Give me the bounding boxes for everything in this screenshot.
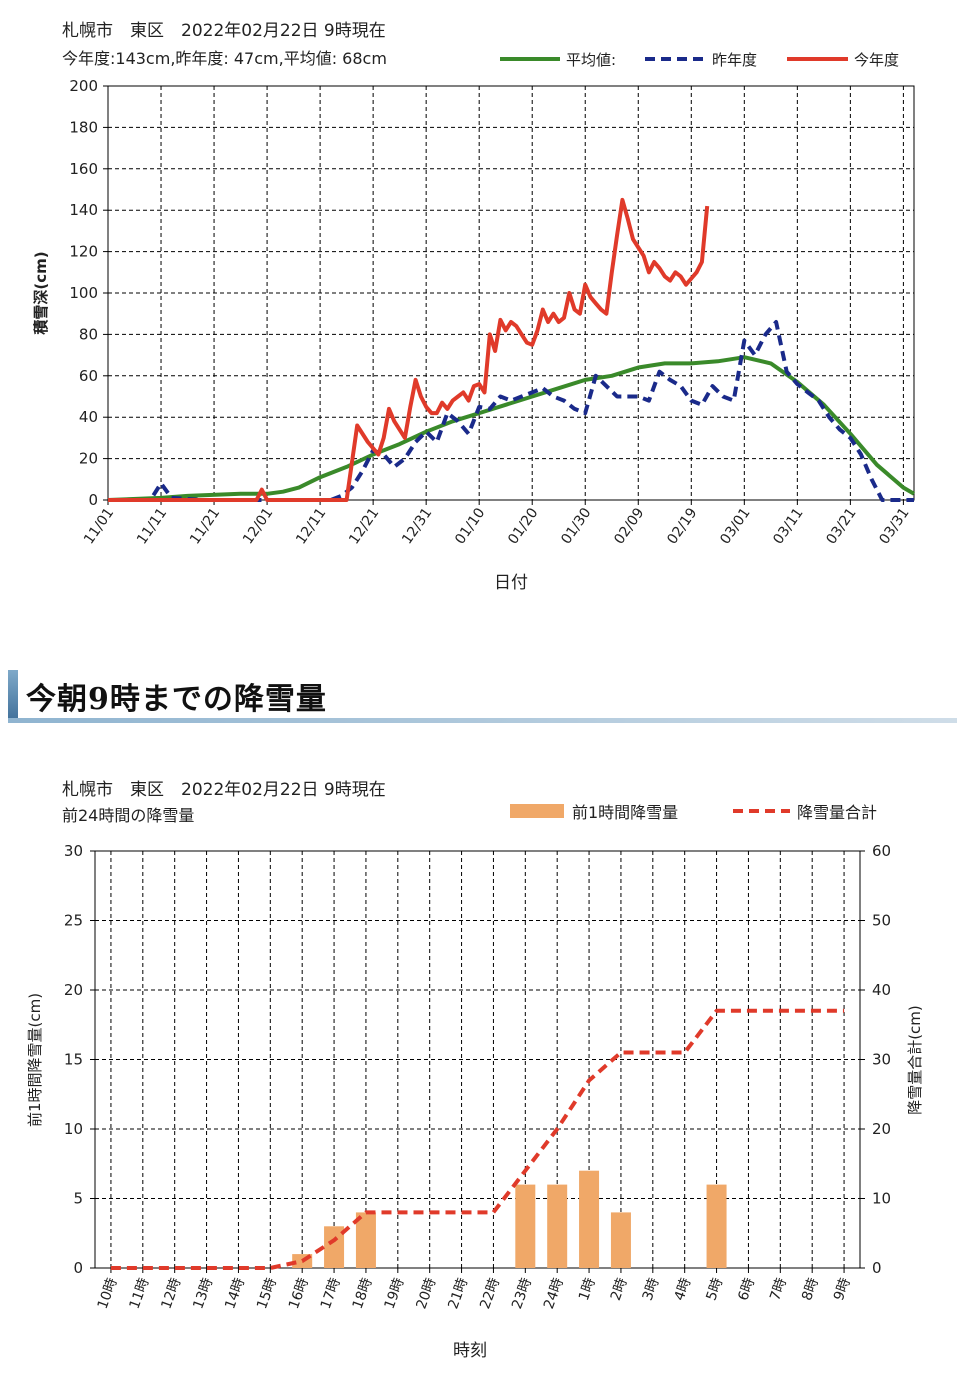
chart-title: 札幌市 東区 2022年02月22日 9時現在 xyxy=(62,21,386,41)
x-tick-label: 12/21 xyxy=(346,505,382,547)
x-tick-label: 01/30 xyxy=(558,505,594,547)
x-tick-label: 23時 xyxy=(509,1276,535,1311)
y-tick-label: 100 xyxy=(69,284,98,302)
x-tick-label: 02/19 xyxy=(664,505,700,547)
x-tick-label: 12時 xyxy=(159,1276,185,1311)
bar xyxy=(547,1184,568,1268)
x-tick-label: 11/01 xyxy=(81,505,117,547)
y-tick-label: 15 xyxy=(64,1051,83,1069)
y2-tick-label: 50 xyxy=(872,912,891,930)
x-tick-label: 24時 xyxy=(541,1276,567,1311)
bar xyxy=(706,1184,727,1268)
chart-subtitle: 今年度:143cm,昨年度: 47cm,平均値: 68cm xyxy=(62,49,387,68)
legend-label-0: 平均値: xyxy=(566,51,616,69)
x-tick-label: 19時 xyxy=(382,1276,408,1311)
bar xyxy=(355,1212,376,1268)
y-axis-label: 積雪深(cm) xyxy=(32,251,50,335)
chart-subtitle: 前24時間の降雪量 xyxy=(62,806,194,825)
x-tick-label: 03/31 xyxy=(876,505,912,547)
y2-tick-label: 10 xyxy=(872,1190,891,1208)
x-tick-label: 11/11 xyxy=(134,505,170,547)
x-tick-label: 21時 xyxy=(445,1276,471,1311)
y-tick-label: 30 xyxy=(64,842,83,860)
section-heading: 今朝9時までの降雪量 xyxy=(8,664,957,723)
x-tick-label: 3時 xyxy=(640,1276,663,1303)
legend-label-2: 今年度 xyxy=(854,51,899,69)
y-axis-label: 前1時間降雪量(cm) xyxy=(26,993,44,1127)
x-tick-label: 16時 xyxy=(286,1276,312,1311)
x-tick-label: 8時 xyxy=(799,1276,822,1303)
y-tick-label: 25 xyxy=(64,912,83,930)
y-tick-label: 5 xyxy=(73,1190,83,1208)
y-tick-label: 80 xyxy=(79,325,98,343)
y-tick-label: 10 xyxy=(64,1120,83,1138)
x-axis-label: 日付 xyxy=(494,573,528,593)
y-tick-label: 200 xyxy=(69,77,98,95)
series-line-2 xyxy=(108,197,710,502)
bar xyxy=(610,1212,631,1268)
y-tick-label: 160 xyxy=(69,160,98,178)
y-tick-label: 20 xyxy=(64,981,83,999)
x-tick-label: 15時 xyxy=(254,1276,280,1311)
chart-title: 札幌市 東区 2022年02月22日 9時現在 xyxy=(62,780,386,800)
x-tick-label: 03/01 xyxy=(717,505,753,547)
x-tick-label: 4時 xyxy=(672,1276,695,1303)
snowfall-chart: 0 5 10 15 20 25 30 0 10 20 30 40 50 60 10時 11時 12時 13時 14時… xyxy=(26,780,924,1361)
x-tick-label: 18時 xyxy=(350,1276,376,1311)
section-heading-text: 今朝9時までの降雪量 xyxy=(26,682,327,717)
y-tick-label: 0 xyxy=(88,491,98,509)
heading-underline xyxy=(8,718,957,723)
bar xyxy=(515,1184,536,1268)
x-tick-label: 20時 xyxy=(414,1276,440,1311)
legend-swatch-bar xyxy=(510,804,564,818)
y-tick-label: 20 xyxy=(79,450,98,468)
y-tick-label: 140 xyxy=(69,201,98,219)
y2-tick-label: 20 xyxy=(872,1120,891,1138)
x-tick-label: 01/20 xyxy=(505,505,541,547)
legend-label-1: 昨年度 xyxy=(712,51,757,69)
x-tick-label: 12/01 xyxy=(240,505,276,547)
bar xyxy=(324,1226,345,1268)
x-tick-label: 7時 xyxy=(767,1276,790,1303)
y2-axis-label: 降雪量合計(cm) xyxy=(906,1005,924,1115)
y-tick-label: 120 xyxy=(69,243,98,261)
x-tick-label: 10時 xyxy=(95,1276,121,1311)
x-tick-label: 11時 xyxy=(127,1276,153,1311)
x-tick-label: 14時 xyxy=(222,1276,248,1311)
x-tick-label: 13時 xyxy=(190,1276,216,1311)
bar xyxy=(579,1170,600,1268)
x-tick-label: 2時 xyxy=(608,1276,631,1303)
x-tick-label: 9時 xyxy=(831,1276,854,1303)
x-tick-label: 12/11 xyxy=(293,505,329,547)
legend-label-bar: 前1時間降雪量 xyxy=(572,803,678,822)
x-tick-label: 03/21 xyxy=(823,505,859,547)
legend-label-line: 降雪量合計 xyxy=(797,803,877,822)
y-tick-label: 180 xyxy=(69,118,98,136)
y2-tick-label: 40 xyxy=(872,981,891,999)
x-tick-label: 03/11 xyxy=(770,505,806,547)
y-tick-label: 60 xyxy=(79,367,98,385)
y-tick-label: 40 xyxy=(79,408,98,426)
x-tick-label: 1時 xyxy=(576,1276,599,1303)
y-tick-label: 0 xyxy=(73,1259,83,1277)
x-tick-label: 17時 xyxy=(318,1276,344,1311)
x-tick-label: 02/09 xyxy=(611,505,647,547)
x-tick-label: 22時 xyxy=(477,1276,503,1311)
x-axis-label: 時刻 xyxy=(453,1341,487,1361)
y2-tick-label: 60 xyxy=(872,842,891,860)
x-tick-label: 5時 xyxy=(703,1276,726,1303)
y2-tick-label: 30 xyxy=(872,1051,891,1069)
x-tick-label: 11/21 xyxy=(187,505,223,547)
x-tick-label: 12/31 xyxy=(399,505,435,547)
heading-accent-bar xyxy=(8,670,18,722)
x-tick-label: 01/10 xyxy=(452,505,488,547)
y2-tick-label: 0 xyxy=(872,1259,882,1277)
snow-depth-chart: 0 20 40 60 80 100 120 140 160 180 200 11/01 11/11 11/… xyxy=(32,21,916,593)
total-snowfall-line xyxy=(110,1008,845,1270)
x-tick-label: 6時 xyxy=(735,1276,758,1303)
